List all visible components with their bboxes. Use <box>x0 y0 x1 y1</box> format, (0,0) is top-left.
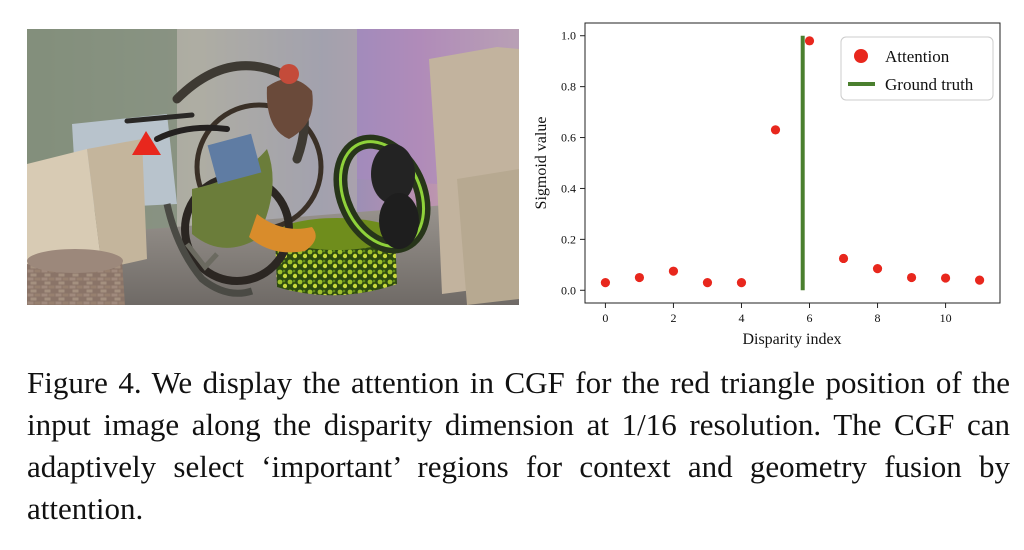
y-axis-label: Sigmoid value <box>533 117 550 210</box>
x-tick-label: 2 <box>670 311 676 325</box>
attention-point <box>600 278 611 288</box>
y-tick-label: 0.2 <box>561 232 576 246</box>
legend-attention-label: Attention <box>885 47 950 66</box>
attention-point <box>940 273 951 283</box>
y-axis-ticks: 0.0 0.2 0.4 0.6 0.8 1.0 <box>561 29 585 297</box>
attention-point <box>668 266 679 276</box>
attention-point <box>634 272 645 283</box>
legend: Attention Ground truth <box>840 36 994 101</box>
figure-caption: Figure 4. We display the attention in CG… <box>27 365 1010 526</box>
attention-point <box>736 278 747 288</box>
x-axis-label: Disparity index <box>742 331 841 348</box>
attention-chart: 0 2 4 6 8 10 0.0 0.2 0.4 0.6 0.8 1.0 Disparity ind… <box>533 22 1001 348</box>
input-image <box>27 29 519 305</box>
y-tick-label: 0.8 <box>561 80 576 94</box>
y-tick-label: 0.6 <box>561 131 576 145</box>
y-tick-label: 1.0 <box>561 29 576 43</box>
legend-attention-marker <box>854 49 868 63</box>
attention-point <box>838 253 849 264</box>
attention-point <box>906 272 917 283</box>
x-tick-label: 4 <box>738 311 744 325</box>
x-tick-label: 0 <box>602 311 608 325</box>
attention-point <box>770 125 781 135</box>
legend-box <box>840 36 994 101</box>
attention-point <box>804 36 815 46</box>
red-triangle-marker <box>132 131 161 155</box>
attention-point <box>702 278 713 288</box>
legend-ground-truth-label: Ground truth <box>885 75 974 94</box>
attention-point <box>974 275 985 285</box>
y-tick-label: 0.0 <box>561 283 576 297</box>
x-tick-label: 6 <box>807 311 813 325</box>
y-tick-label: 0.4 <box>561 181 576 195</box>
x-tick-label: 10 <box>940 311 952 325</box>
x-tick-label: 8 <box>875 311 881 325</box>
attention-points <box>600 36 985 288</box>
attention-point <box>872 264 883 274</box>
plot-frame <box>584 22 1001 304</box>
x-axis-ticks: 0 2 4 6 8 10 <box>602 303 952 325</box>
